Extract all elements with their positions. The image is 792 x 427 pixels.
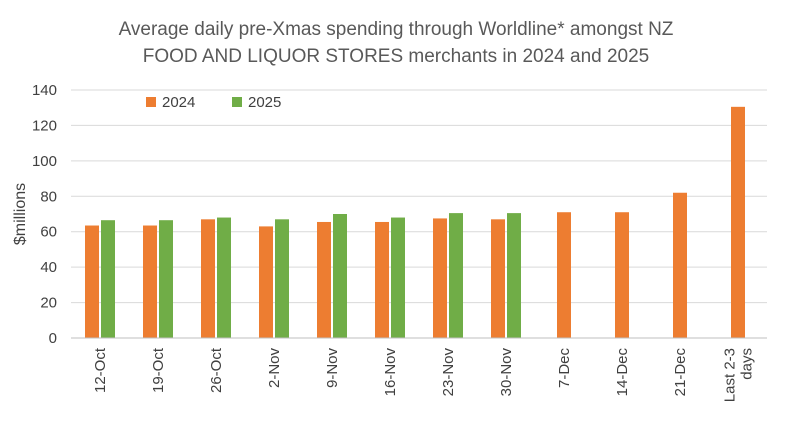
bar-2025-19-Oct bbox=[159, 220, 173, 338]
bar-2024-7-Dec bbox=[557, 212, 571, 338]
bar-2024-26-Oct bbox=[201, 219, 215, 338]
x-tick-label: 30-Nov bbox=[498, 348, 515, 397]
x-tick-label: 12-Oct bbox=[92, 347, 109, 393]
bar-2024-2-Nov bbox=[259, 226, 273, 338]
y-tick-label: 40 bbox=[40, 259, 57, 276]
y-tick-label: 0 bbox=[49, 330, 57, 347]
x-tick-label: 9-Nov bbox=[324, 348, 341, 389]
legend-swatch-2025 bbox=[232, 97, 242, 107]
bar-2024-16-Nov bbox=[375, 221, 389, 338]
y-tick-label: 20 bbox=[40, 295, 57, 312]
bar-2024-21-Dec bbox=[673, 192, 687, 338]
bar-2024-12-Oct bbox=[85, 225, 99, 338]
bar-2025-26-Oct bbox=[217, 217, 231, 338]
legend-swatch-2024 bbox=[146, 97, 156, 107]
bar-2025-12-Oct bbox=[101, 220, 115, 338]
legend-label-2025: 2025 bbox=[248, 94, 281, 111]
bar-2024-23-Nov bbox=[433, 218, 447, 338]
chart-title-line-1: Average daily pre-Xmas spending through … bbox=[119, 19, 674, 40]
x-tick-label: 2-Nov bbox=[266, 348, 283, 389]
x-tick-labels: 12-Oct 19-Oct 26-Oct 2-Nov 9-Nov 16-Nov 23-Nov… bbox=[92, 347, 756, 402]
x-tick-label: 19-Oct bbox=[150, 347, 167, 393]
y-tick-labels: 0 20 40 60 80 100 120 140 bbox=[32, 82, 57, 347]
bars bbox=[85, 106, 745, 338]
x-tick-label: days bbox=[739, 348, 756, 380]
x-tick-label: Last 2-3 bbox=[722, 348, 739, 402]
bar-2024-14-Dec bbox=[615, 212, 629, 338]
y-axis-label: $millions bbox=[12, 183, 29, 245]
bar-2024-19-Oct bbox=[143, 225, 157, 338]
bar-2025-30-Nov bbox=[507, 213, 521, 338]
bar-2025-2-Nov bbox=[275, 219, 289, 338]
legend-label-2024: 2024 bbox=[162, 94, 195, 111]
x-tick-label: 21-Dec bbox=[672, 348, 689, 397]
bar-2024-Last-2-3-days bbox=[731, 106, 745, 338]
bar-2024-9-Nov bbox=[317, 221, 331, 338]
gridlines bbox=[71, 89, 767, 304]
y-tick-label: 120 bbox=[32, 117, 57, 134]
chart-title-line-2: FOOD AND LIQUOR STORES merchants in 2024… bbox=[143, 46, 650, 67]
y-tick-label: 140 bbox=[32, 82, 57, 99]
bar-2025-23-Nov bbox=[449, 213, 463, 338]
x-tick-label: 14-Dec bbox=[614, 348, 631, 397]
x-tick-label: 7-Dec bbox=[556, 348, 573, 389]
x-tick-label: 23-Nov bbox=[440, 348, 457, 397]
y-tick-label: 60 bbox=[40, 224, 57, 241]
legend: 2024 2025 bbox=[146, 94, 281, 111]
x-tick-label: 16-Nov bbox=[382, 348, 399, 397]
x-tick-label: 26-Oct bbox=[208, 347, 225, 393]
bar-2024-30-Nov bbox=[491, 219, 505, 338]
bar-2025-9-Nov bbox=[333, 214, 347, 338]
y-tick-label: 80 bbox=[40, 188, 57, 205]
y-tick-label: 100 bbox=[32, 153, 57, 170]
bar-2025-16-Nov bbox=[391, 217, 405, 338]
